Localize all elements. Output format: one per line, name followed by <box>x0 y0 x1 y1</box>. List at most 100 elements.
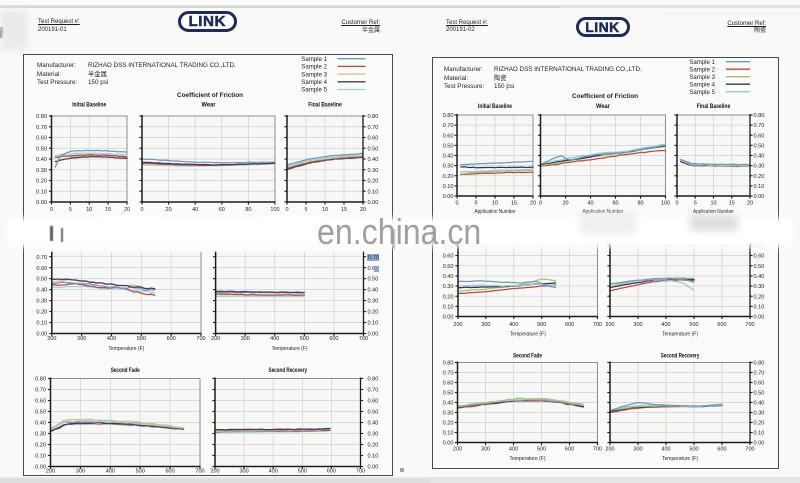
svg-text:Sample 3: Sample 3 <box>301 71 327 78</box>
svg-text:Application Number: Application Number <box>693 209 734 215</box>
svg-text:0.40: 0.40 <box>36 157 47 163</box>
svg-text:200: 200 <box>211 336 220 342</box>
svg-text:200: 200 <box>605 447 614 453</box>
svg-text:0.60: 0.60 <box>36 136 47 142</box>
svg-text:600: 600 <box>565 447 574 453</box>
svg-text:10: 10 <box>86 207 92 213</box>
svg-text:0.30: 0.30 <box>443 164 454 170</box>
svg-text:Second Fade: Second Fade <box>513 354 543 360</box>
svg-text:10: 10 <box>710 201 716 207</box>
svg-text:500: 500 <box>136 469 145 475</box>
svg-text:Temperature (F): Temperature (F) <box>510 456 546 462</box>
svg-text:0.40: 0.40 <box>754 401 765 407</box>
svg-text:Sample 4: Sample 4 <box>689 81 715 88</box>
svg-text:400: 400 <box>509 447 518 453</box>
svg-text:700: 700 <box>745 447 754 453</box>
svg-text:0.40: 0.40 <box>443 401 454 407</box>
svg-text:Initial Baseline: Initial Baseline <box>72 103 107 109</box>
svg-text:0.10: 0.10 <box>443 184 454 190</box>
svg-text:400: 400 <box>509 322 518 328</box>
svg-text:20: 20 <box>562 201 568 207</box>
svg-text:400: 400 <box>661 322 670 328</box>
svg-text:20: 20 <box>747 201 753 207</box>
svg-text:0.20: 0.20 <box>368 443 379 449</box>
svg-text:0.30: 0.30 <box>35 432 46 438</box>
svg-text:600: 600 <box>329 336 338 342</box>
svg-text:0.00: 0.00 <box>443 194 454 200</box>
svg-text:0: 0 <box>285 207 288 213</box>
svg-text:20: 20 <box>166 207 172 213</box>
svg-text:0.00: 0.00 <box>368 332 379 338</box>
svg-text:0.40: 0.40 <box>35 421 46 427</box>
svg-text:0.00: 0.00 <box>35 465 46 471</box>
svg-text:0.80: 0.80 <box>754 361 765 367</box>
svg-text:500: 500 <box>689 447 698 453</box>
svg-text:0.30: 0.30 <box>36 299 47 305</box>
svg-text:60: 60 <box>219 207 225 213</box>
svg-text:0.60: 0.60 <box>443 254 454 260</box>
svg-text:0.10: 0.10 <box>754 184 765 190</box>
svg-text:0.10: 0.10 <box>36 321 47 327</box>
svg-text:Second Fade: Second Fade <box>111 368 141 374</box>
svg-text:700: 700 <box>359 336 368 342</box>
svg-text:500: 500 <box>300 336 309 342</box>
svg-text:20: 20 <box>360 207 366 213</box>
svg-text:0.60: 0.60 <box>443 381 454 387</box>
svg-text:0.50: 0.50 <box>443 143 454 149</box>
svg-text:0.50: 0.50 <box>754 143 765 149</box>
svg-text:5: 5 <box>69 207 72 213</box>
svg-text:Temperature (F): Temperature (F) <box>510 332 546 338</box>
svg-text:0.60: 0.60 <box>443 133 454 139</box>
svg-text:0: 0 <box>455 201 458 207</box>
svg-text:40: 40 <box>587 201 593 207</box>
svg-text:0.70: 0.70 <box>36 125 47 131</box>
svg-text:40: 40 <box>192 207 198 213</box>
svg-text:0.00: 0.00 <box>443 441 454 447</box>
svg-text:15: 15 <box>105 207 111 213</box>
svg-text:0.60: 0.60 <box>36 266 47 272</box>
svg-text:0.40: 0.40 <box>368 421 379 427</box>
svg-text:0.00: 0.00 <box>754 194 765 200</box>
svg-text:500: 500 <box>137 336 146 342</box>
svg-text:200: 200 <box>605 322 614 328</box>
svg-text:0.60: 0.60 <box>368 136 379 142</box>
svg-text:Final Baseline: Final Baseline <box>308 103 342 109</box>
svg-text:300: 300 <box>633 322 642 328</box>
svg-text:0.70: 0.70 <box>368 388 379 394</box>
svg-text:300: 300 <box>77 336 86 342</box>
svg-text:Temperature (F): Temperature (F) <box>662 456 698 462</box>
svg-text:Sample 3: Sample 3 <box>689 74 715 81</box>
svg-text:100: 100 <box>661 201 670 207</box>
svg-text:400: 400 <box>269 469 278 475</box>
svg-text:0.80: 0.80 <box>443 361 454 367</box>
svg-text:0.70: 0.70 <box>368 125 379 131</box>
svg-text:200: 200 <box>47 336 56 342</box>
svg-text:500: 500 <box>537 322 546 328</box>
svg-text:0.80: 0.80 <box>36 114 47 120</box>
svg-text:Initial Baseline: Initial Baseline <box>478 104 513 110</box>
svg-text:Wear: Wear <box>596 104 611 110</box>
svg-text:200: 200 <box>453 447 462 453</box>
svg-text:700: 700 <box>593 447 602 453</box>
svg-text:Sample 2: Sample 2 <box>689 66 715 73</box>
svg-text:500: 500 <box>537 447 546 453</box>
svg-text:0.70: 0.70 <box>443 123 454 129</box>
svg-text:600: 600 <box>565 322 574 328</box>
svg-text:0.50: 0.50 <box>443 264 454 270</box>
svg-text:0.20: 0.20 <box>368 179 379 185</box>
svg-text:0.30: 0.30 <box>754 411 765 417</box>
svg-text:0.30: 0.30 <box>754 284 765 290</box>
svg-text:15: 15 <box>511 201 517 207</box>
svg-text:Final Baseline: Final Baseline <box>697 104 731 110</box>
svg-text:0.50: 0.50 <box>443 391 454 397</box>
svg-text:5: 5 <box>694 201 697 207</box>
svg-text:400: 400 <box>270 336 279 342</box>
svg-text:200: 200 <box>453 322 462 328</box>
svg-text:0.40: 0.40 <box>754 274 765 280</box>
svg-text:600: 600 <box>167 336 176 342</box>
svg-text:0.70: 0.70 <box>443 371 454 377</box>
svg-text:0.80: 0.80 <box>368 114 379 120</box>
svg-text:Temperature (F): Temperature (F) <box>108 346 144 352</box>
svg-text:0.40: 0.40 <box>443 274 454 280</box>
svg-text:0: 0 <box>140 207 143 213</box>
